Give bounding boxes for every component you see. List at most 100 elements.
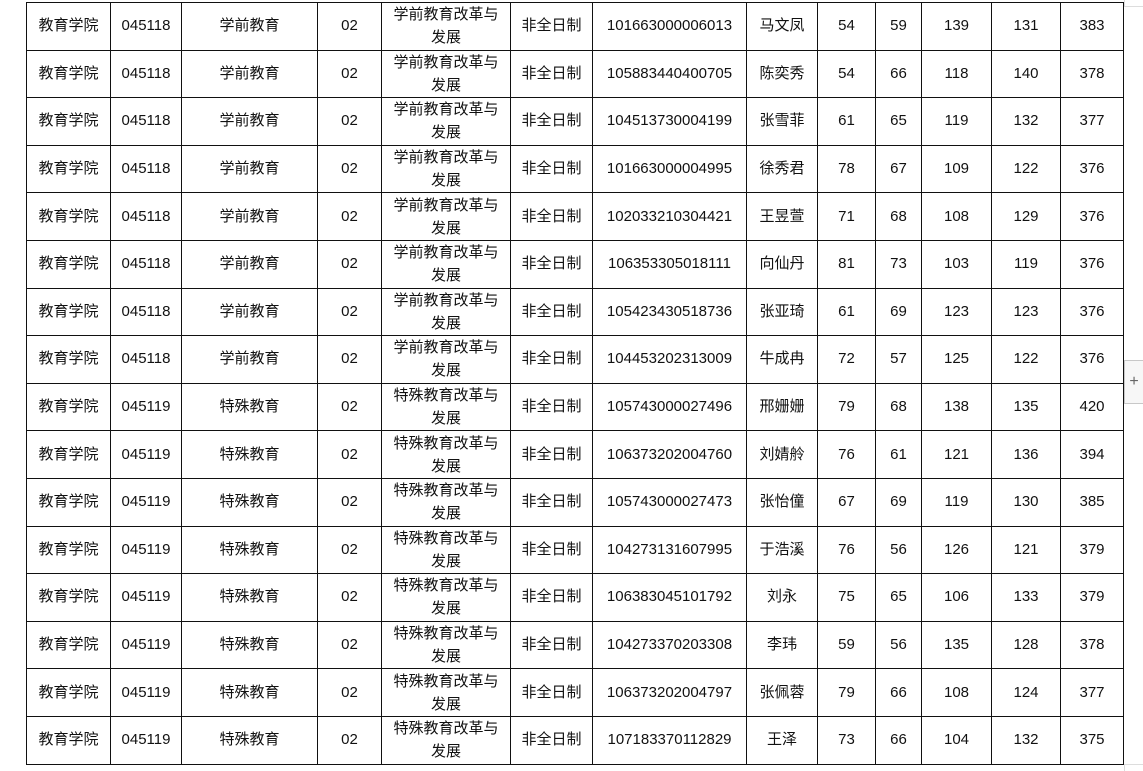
cell-subject2-score: 128 bbox=[991, 620, 1061, 670]
cell-college: 教育学院 bbox=[26, 335, 111, 384]
cell-subject2-score: 121 bbox=[991, 525, 1061, 575]
cell-candidate-name: 徐秀君 bbox=[746, 144, 818, 194]
cell-politics-score: 59 bbox=[817, 620, 876, 670]
cell-politics-score: 76 bbox=[817, 430, 876, 479]
cell-study-mode-code: 02 bbox=[317, 382, 382, 432]
cell-research-direction: 学前教育改革与发展 bbox=[381, 287, 511, 337]
cell-subject2-score: 122 bbox=[991, 144, 1061, 194]
cell-candidate-id: 106373202004760 bbox=[592, 430, 747, 479]
cell-research-direction: 特殊教育改革与发展 bbox=[381, 573, 511, 622]
cell-subject2-score: 132 bbox=[991, 97, 1061, 146]
cell-total-score: 379 bbox=[1060, 525, 1124, 575]
cell-study-mode-code: 02 bbox=[317, 335, 382, 384]
add-row-button[interactable]: + bbox=[1124, 360, 1143, 404]
cell-subject1-score: 126 bbox=[921, 525, 992, 575]
cell-candidate-id: 102033210304421 bbox=[592, 192, 747, 241]
cell-subject2-score: 119 bbox=[991, 239, 1061, 289]
cell-total-score: 420 bbox=[1060, 382, 1124, 432]
cell-english-score: 69 bbox=[875, 287, 922, 337]
cell-candidate-id: 105883440400705 bbox=[592, 49, 747, 99]
cell-college: 教育学院 bbox=[26, 715, 111, 765]
cell-subject1-score: 135 bbox=[921, 620, 992, 670]
cell-study-type: 非全日制 bbox=[510, 668, 593, 717]
cell-total-score: 383 bbox=[1060, 2, 1124, 51]
cell-major-name: 学前教育 bbox=[181, 144, 318, 194]
table-row: 教育学院 045118 学前教育 02 学前教育改革与发展 非全日制 10635330501… bbox=[26, 239, 1124, 289]
cell-candidate-name: 张怡僮 bbox=[746, 477, 818, 527]
cell-politics-score: 61 bbox=[817, 287, 876, 337]
cell-college: 教育学院 bbox=[26, 430, 111, 479]
cell-candidate-id: 104273131607995 bbox=[592, 525, 747, 575]
cell-english-score: 68 bbox=[875, 382, 922, 432]
cell-college: 教育学院 bbox=[26, 239, 111, 289]
cell-subject1-score: 138 bbox=[921, 382, 992, 432]
cell-research-direction: 特殊教育改革与发展 bbox=[381, 430, 511, 479]
cell-candidate-id: 101663000004995 bbox=[592, 144, 747, 194]
cell-candidate-name: 牛成冉 bbox=[746, 335, 818, 384]
cell-study-mode-code: 02 bbox=[317, 287, 382, 337]
cell-subject1-score: 104 bbox=[921, 715, 992, 765]
cell-english-score: 61 bbox=[875, 430, 922, 479]
cell-candidate-name: 马文凤 bbox=[746, 2, 818, 51]
cell-candidate-name: 李玮 bbox=[746, 620, 818, 670]
cell-total-score: 375 bbox=[1060, 715, 1124, 765]
cell-politics-score: 79 bbox=[817, 382, 876, 432]
cell-subject2-score: 135 bbox=[991, 382, 1061, 432]
cell-major-name: 学前教育 bbox=[181, 192, 318, 241]
cell-candidate-id: 105423430518736 bbox=[592, 287, 747, 337]
cell-subject1-score: 125 bbox=[921, 335, 992, 384]
cell-subject1-score: 119 bbox=[921, 97, 992, 146]
table-row: 教育学院 045119 特殊教育 02 特殊教育改革与发展 非全日制 10718337011… bbox=[26, 715, 1124, 765]
cell-english-score: 65 bbox=[875, 97, 922, 146]
table-row: 教育学院 045118 学前教育 02 学前教育改革与发展 非全日制 10203321030… bbox=[26, 192, 1124, 241]
cell-subject2-score: 140 bbox=[991, 49, 1061, 99]
cell-study-mode-code: 02 bbox=[317, 477, 382, 527]
cell-major-code: 045118 bbox=[110, 287, 182, 337]
cell-study-type: 非全日制 bbox=[510, 573, 593, 622]
table-body: 教育学院 045118 学前教育 02 学前教育改革与发展 非全日制 10166300000… bbox=[26, 2, 1124, 765]
cell-candidate-id: 104453202313009 bbox=[592, 335, 747, 384]
cell-candidate-name: 于浩溪 bbox=[746, 525, 818, 575]
table-row: 教育学院 045119 特殊教育 02 特殊教育改革与发展 非全日制 10638304510… bbox=[26, 573, 1124, 622]
cell-college: 教育学院 bbox=[26, 287, 111, 337]
cell-candidate-name: 张亚琦 bbox=[746, 287, 818, 337]
cell-major-code: 045118 bbox=[110, 49, 182, 99]
cell-study-mode-code: 02 bbox=[317, 192, 382, 241]
cell-study-type: 非全日制 bbox=[510, 287, 593, 337]
cell-major-name: 学前教育 bbox=[181, 49, 318, 99]
cell-english-score: 66 bbox=[875, 715, 922, 765]
cell-research-direction: 特殊教育改革与发展 bbox=[381, 477, 511, 527]
cell-major-code: 045119 bbox=[110, 573, 182, 622]
cell-study-mode-code: 02 bbox=[317, 573, 382, 622]
cell-english-score: 59 bbox=[875, 2, 922, 51]
table-row: 教育学院 045118 学前教育 02 学前教育改革与发展 非全日制 10542343051… bbox=[26, 287, 1124, 337]
cell-research-direction: 特殊教育改革与发展 bbox=[381, 668, 511, 717]
cell-candidate-id: 106373202004797 bbox=[592, 668, 747, 717]
cell-major-name: 学前教育 bbox=[181, 287, 318, 337]
cell-english-score: 73 bbox=[875, 239, 922, 289]
cell-subject1-score: 108 bbox=[921, 192, 992, 241]
cell-candidate-name: 向仙丹 bbox=[746, 239, 818, 289]
cell-subject1-score: 109 bbox=[921, 144, 992, 194]
cell-politics-score: 61 bbox=[817, 97, 876, 146]
cell-politics-score: 71 bbox=[817, 192, 876, 241]
cell-major-code: 045119 bbox=[110, 382, 182, 432]
cell-major-code: 045118 bbox=[110, 192, 182, 241]
cell-total-score: 394 bbox=[1060, 430, 1124, 479]
cell-major-code: 045118 bbox=[110, 97, 182, 146]
cell-total-score: 378 bbox=[1060, 620, 1124, 670]
cell-subject2-score: 129 bbox=[991, 192, 1061, 241]
cell-subject1-score: 118 bbox=[921, 49, 992, 99]
cell-politics-score: 79 bbox=[817, 668, 876, 717]
cell-politics-score: 54 bbox=[817, 2, 876, 51]
cell-study-type: 非全日制 bbox=[510, 192, 593, 241]
cell-major-name: 特殊教育 bbox=[181, 525, 318, 575]
cell-study-mode-code: 02 bbox=[317, 49, 382, 99]
scroll-edge-bottom bbox=[1124, 764, 1143, 771]
cell-research-direction: 特殊教育改革与发展 bbox=[381, 715, 511, 765]
cell-study-mode-code: 02 bbox=[317, 430, 382, 479]
cell-major-name: 特殊教育 bbox=[181, 668, 318, 717]
cell-research-direction: 特殊教育改革与发展 bbox=[381, 620, 511, 670]
cell-research-direction: 学前教育改革与发展 bbox=[381, 239, 511, 289]
cell-major-name: 特殊教育 bbox=[181, 715, 318, 765]
